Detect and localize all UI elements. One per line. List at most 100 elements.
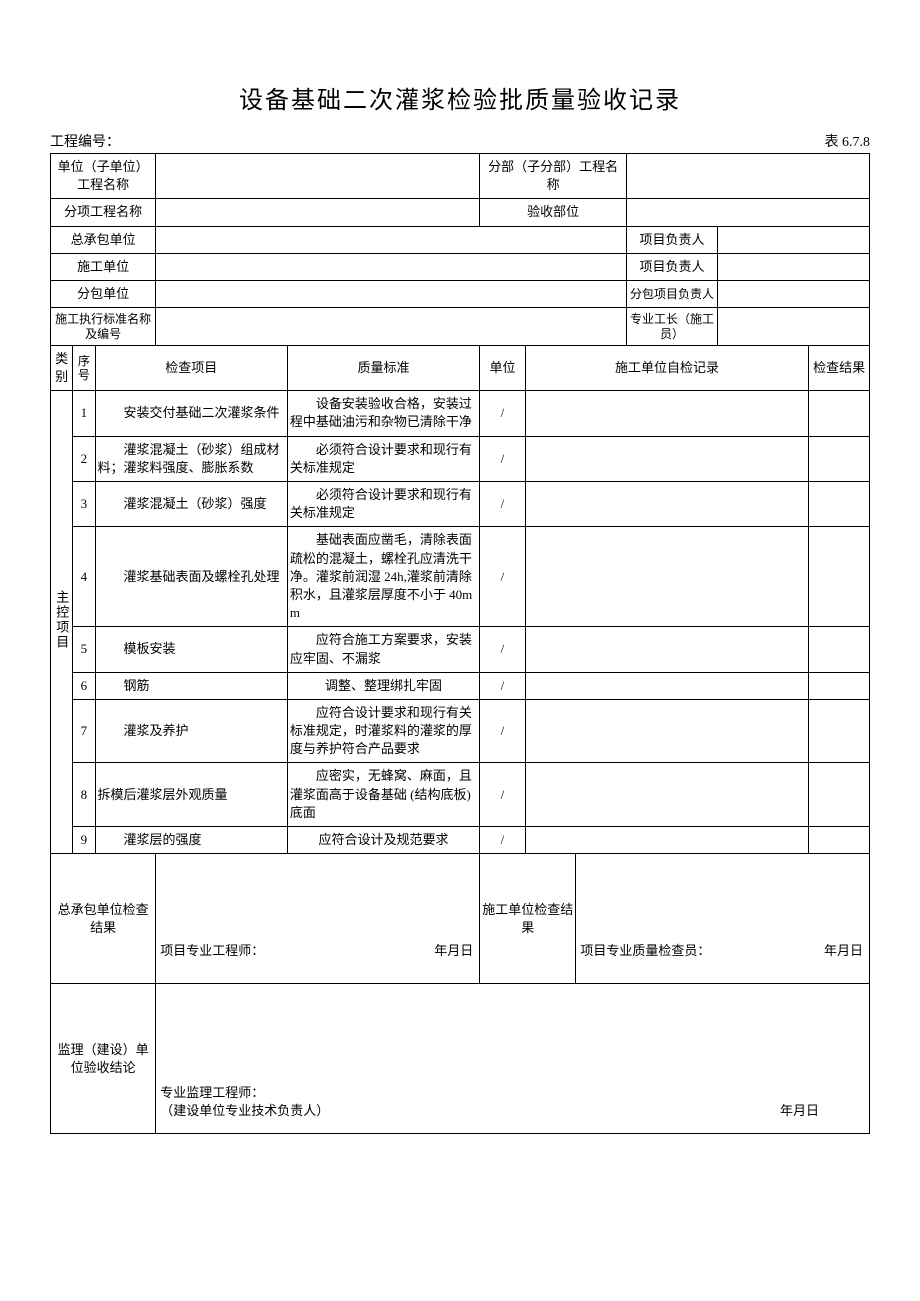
th-check-item: 检查项目 xyxy=(95,345,287,390)
row-selfcheck xyxy=(525,763,808,827)
row-selfcheck xyxy=(525,527,808,627)
supervisor-engineer-label: 专业监理工程师： xyxy=(160,1084,329,1102)
topline: 工程编号： 表 6.7.8 xyxy=(50,131,870,151)
row-selfcheck xyxy=(525,482,808,527)
row-selfcheck xyxy=(525,391,808,436)
accept-part-label: 验收部位 xyxy=(480,199,627,226)
row-no: 2 xyxy=(73,436,95,481)
subcontractor-value xyxy=(156,280,627,307)
table-row: 主控项目 1 安装交付基础二次灌浆条件 设备安装验收合格，安装过程中基础油污和杂… xyxy=(51,391,870,436)
row-no: 9 xyxy=(73,827,95,854)
row-std: 基础表面应凿毛，清除表面疏松的混凝土，螺栓孔应清洗干净。灌浆前润湿 24h,灌浆… xyxy=(287,527,479,627)
sub-proj-leader-label: 分包项目负责人 xyxy=(627,280,718,307)
table-row: 9 灌浆层的强度 应符合设计及规范要求 / xyxy=(51,827,870,854)
row-selfcheck xyxy=(525,699,808,763)
row-no: 5 xyxy=(73,627,95,672)
proj-engineer-label: 项目专业工程师： xyxy=(160,942,264,960)
proj-leader-2-label: 项目负责人 xyxy=(627,253,718,280)
date-label: 年月日 xyxy=(780,1102,819,1120)
row-unit: / xyxy=(480,627,526,672)
foreman-value xyxy=(718,308,870,346)
gen-check-result-label: 总承包单位检查结果 xyxy=(51,854,156,984)
table-row: 4 灌浆基础表面及螺栓孔处理 基础表面应凿毛，清除表面疏松的混凝土，螺栓孔应清洗… xyxy=(51,527,870,627)
row-result xyxy=(809,699,870,763)
table-row: 8 拆模后灌浆层外观质量 应密实，无蜂窝、麻面，且灌浆面高于设备基础 (结构底板… xyxy=(51,763,870,827)
row-std: 调整、整理绑扎牢固 xyxy=(287,672,479,699)
row-no: 1 xyxy=(73,391,95,436)
item-project-name-label: 分项工程名称 xyxy=(51,199,156,226)
row-no: 7 xyxy=(73,699,95,763)
gen-check-result-sig: 项目专业工程师： 年月日 xyxy=(156,854,480,984)
sub-project-name-value xyxy=(627,154,870,199)
row-selfcheck xyxy=(525,627,808,672)
row-unit: / xyxy=(480,436,526,481)
subcontractor-label: 分包单位 xyxy=(51,280,156,307)
row-item: 灌浆基础表面及螺栓孔处理 xyxy=(95,527,287,627)
row-unit: / xyxy=(480,527,526,627)
row-result xyxy=(809,827,870,854)
category-main: 主控项目 xyxy=(51,391,73,854)
row-no: 4 xyxy=(73,527,95,627)
row-unit: / xyxy=(480,827,526,854)
exec-std-label: 施工执行标准名称及编号 xyxy=(51,308,156,346)
row-selfcheck xyxy=(525,827,808,854)
row-no: 8 xyxy=(73,763,95,827)
row-unit: / xyxy=(480,699,526,763)
row-unit: / xyxy=(480,391,526,436)
table-row: 6 钢筋 调整、整理绑扎牢固 / xyxy=(51,672,870,699)
row-item: 灌浆混凝土（砂浆）强度 xyxy=(95,482,287,527)
row-selfcheck xyxy=(525,672,808,699)
sub-project-name-label: 分部（子分部）工程名称 xyxy=(480,154,627,199)
row-result xyxy=(809,527,870,627)
table-row: 5 模板安装 应符合施工方案要求，安装应牢固、不漏浆 / xyxy=(51,627,870,672)
page-title: 设备基础二次灌浆检验批质量验收记录 xyxy=(50,80,870,115)
row-unit: / xyxy=(480,482,526,527)
table-row: 3 灌浆混凝土（砂浆）强度 必须符合设计要求和现行有关标准规定 / xyxy=(51,482,870,527)
row-item: 灌浆及养护 xyxy=(95,699,287,763)
proj-leader-2-value xyxy=(718,253,870,280)
date-label: 年月日 xyxy=(824,942,863,960)
th-result: 检查结果 xyxy=(809,345,870,390)
item-project-name-value xyxy=(156,199,480,226)
row-item: 灌浆层的强度 xyxy=(95,827,287,854)
row-std: 应符合设计及规范要求 xyxy=(287,827,479,854)
construct-unit-value xyxy=(156,253,627,280)
row-item: 灌浆混凝土（砂浆）组成材料；灌浆料强度、膨胀系数 xyxy=(95,436,287,481)
gen-contractor-label: 总承包单位 xyxy=(51,226,156,253)
th-self-check: 施工单位自检记录 xyxy=(525,345,808,390)
gen-contractor-value xyxy=(156,226,627,253)
record-table: 单位（子单位）工程名称 分部（子分部）工程名称 分项工程名称 验收部位 总承包单… xyxy=(50,153,870,1134)
row-std: 必须符合设计要求和现行有关标准规定 xyxy=(287,436,479,481)
accept-part-value xyxy=(627,199,870,226)
qc-inspector-label: 项目专业质量检查员： xyxy=(580,942,710,960)
th-quality-std: 质量标准 xyxy=(287,345,479,390)
row-std: 应密实，无蜂窝、麻面，且灌浆面高于设备基础 (结构底板) 底面 xyxy=(287,763,479,827)
row-unit: / xyxy=(480,763,526,827)
con-check-result-label: 施工单位检查结果 xyxy=(480,854,576,984)
row-std: 必须符合设计要求和现行有关标准规定 xyxy=(287,482,479,527)
th-unit: 单位 xyxy=(480,345,526,390)
con-check-result-sig: 项目专业质量检查员： 年月日 xyxy=(576,854,870,984)
foreman-label: 专业工长（施工员） xyxy=(627,308,718,346)
proj-leader-1-value xyxy=(718,226,870,253)
proj-leader-1-label: 项目负责人 xyxy=(627,226,718,253)
owner-tech-label: （建设单位专业技术负责人） xyxy=(160,1102,329,1120)
row-result xyxy=(809,627,870,672)
row-item: 拆模后灌浆层外观质量 xyxy=(95,763,287,827)
row-no: 6 xyxy=(73,672,95,699)
row-item: 钢筋 xyxy=(95,672,287,699)
table-number: 表 6.7.8 xyxy=(825,131,871,151)
row-std: 设备安装验收合格，安装过程中基础油污和杂物已清除干净 xyxy=(287,391,479,436)
unit-project-name-label: 单位（子单位）工程名称 xyxy=(51,154,156,199)
row-result xyxy=(809,482,870,527)
row-unit: / xyxy=(480,672,526,699)
row-selfcheck xyxy=(525,436,808,481)
table-row: 7 灌浆及养护 应符合设计要求和现行有关标准规定，时灌浆料的灌浆的厚度与养护符合… xyxy=(51,699,870,763)
row-std: 应符合设计要求和现行有关标准规定，时灌浆料的灌浆的厚度与养护符合产品要求 xyxy=(287,699,479,763)
th-category: 类别 xyxy=(51,345,73,390)
project-number-label: 工程编号： xyxy=(50,131,120,151)
construct-unit-label: 施工单位 xyxy=(51,253,156,280)
row-std: 应符合施工方案要求，安装应牢固、不漏浆 xyxy=(287,627,479,672)
row-result xyxy=(809,391,870,436)
table-row: 2 灌浆混凝土（砂浆）组成材料；灌浆料强度、膨胀系数 必须符合设计要求和现行有关… xyxy=(51,436,870,481)
